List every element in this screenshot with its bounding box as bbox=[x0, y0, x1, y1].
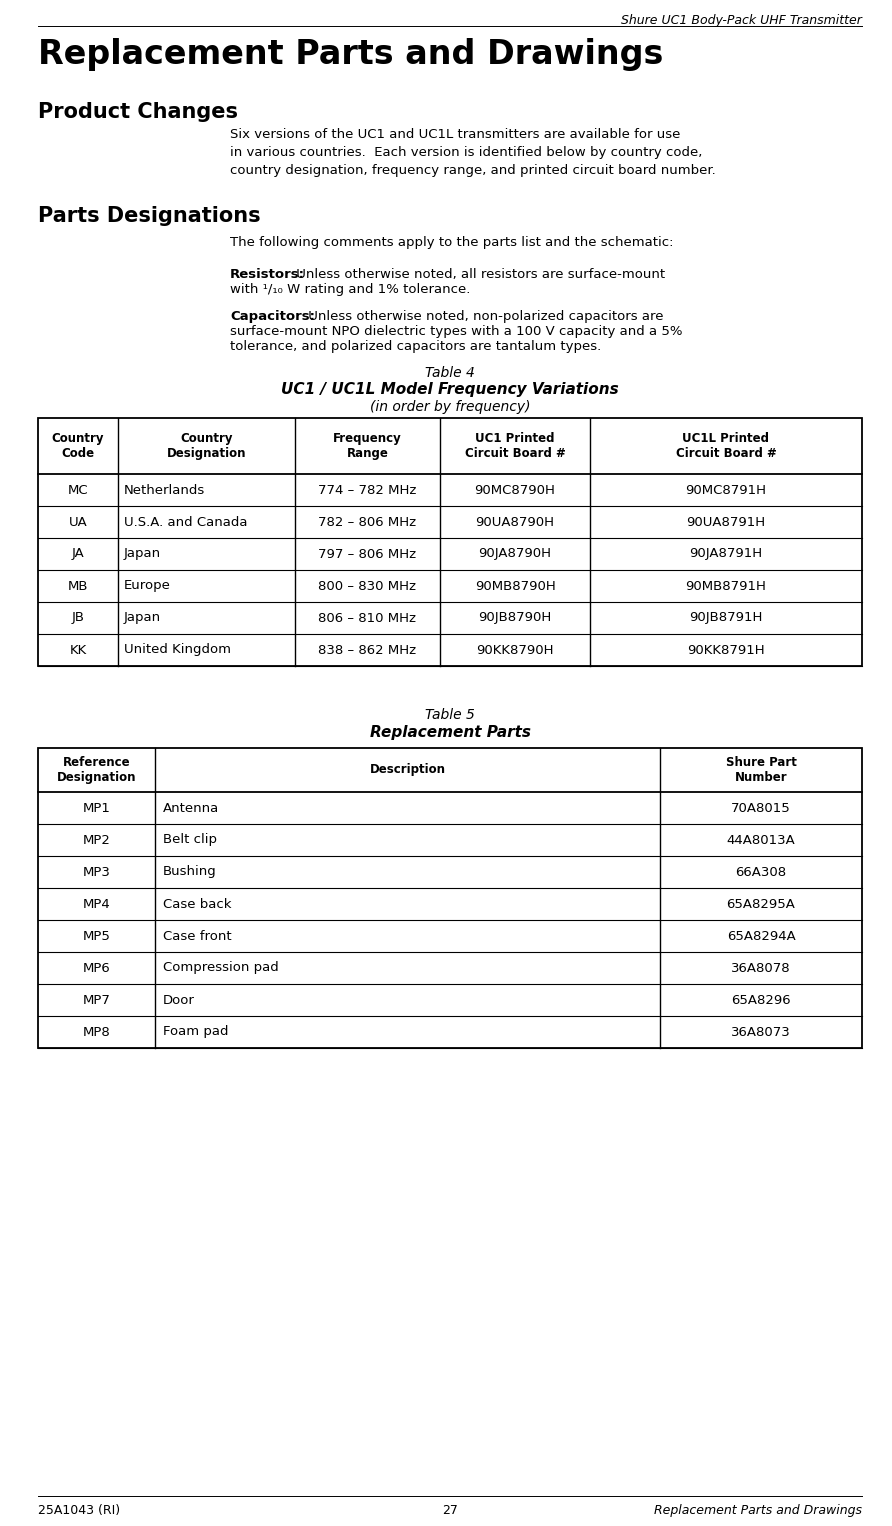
Text: UC1 Printed
Circuit Board #: UC1 Printed Circuit Board # bbox=[465, 432, 566, 459]
Text: Capacitors:: Capacitors: bbox=[230, 310, 315, 324]
Text: Product Changes: Product Changes bbox=[38, 102, 238, 122]
Text: 90MC8791H: 90MC8791H bbox=[685, 484, 766, 496]
Text: United Kingdom: United Kingdom bbox=[124, 644, 231, 656]
Text: Door: Door bbox=[163, 993, 194, 1007]
Text: 36A8073: 36A8073 bbox=[731, 1025, 791, 1039]
Text: Table 4: Table 4 bbox=[425, 366, 475, 380]
Text: MP6: MP6 bbox=[83, 961, 111, 975]
Text: 90JB8790H: 90JB8790H bbox=[478, 612, 551, 624]
Bar bbox=[38, 748, 862, 1048]
Text: Europe: Europe bbox=[124, 580, 171, 592]
Text: Parts Designations: Parts Designations bbox=[38, 206, 260, 226]
Text: Shure Part
Number: Shure Part Number bbox=[725, 755, 797, 784]
Text: 774 – 782 MHz: 774 – 782 MHz bbox=[318, 484, 417, 496]
Bar bbox=[38, 418, 862, 665]
Text: Belt clip: Belt clip bbox=[163, 833, 217, 847]
Text: KK: KK bbox=[70, 644, 87, 656]
Text: 90JB8791H: 90JB8791H bbox=[690, 612, 763, 624]
Text: 25A1043 (RI): 25A1043 (RI) bbox=[38, 1505, 120, 1517]
Text: 90MB8791H: 90MB8791H bbox=[686, 580, 766, 592]
Text: UC1 / UC1L Model Frequency Variations: UC1 / UC1L Model Frequency Variations bbox=[281, 382, 619, 397]
Text: U.S.A. and Canada: U.S.A. and Canada bbox=[124, 516, 247, 528]
Text: Japan: Japan bbox=[124, 612, 161, 624]
Text: 90MB8790H: 90MB8790H bbox=[475, 580, 556, 592]
Text: Netherlands: Netherlands bbox=[124, 484, 205, 496]
Text: 90UA8791H: 90UA8791H bbox=[687, 516, 765, 528]
Text: Reference
Designation: Reference Designation bbox=[57, 755, 136, 784]
Text: 806 – 810 MHz: 806 – 810 MHz bbox=[318, 612, 417, 624]
Text: 70A8015: 70A8015 bbox=[731, 801, 791, 815]
Text: 90JA8790H: 90JA8790H bbox=[478, 548, 551, 560]
Text: (in order by frequency): (in order by frequency) bbox=[370, 400, 530, 414]
Text: MC: MC bbox=[68, 484, 88, 496]
Text: MP7: MP7 bbox=[83, 993, 111, 1007]
Text: with ¹/₁₀ W rating and 1% tolerance.: with ¹/₁₀ W rating and 1% tolerance. bbox=[230, 282, 470, 296]
Text: 90KK8790H: 90KK8790H bbox=[476, 644, 554, 656]
Text: JA: JA bbox=[71, 548, 85, 560]
Text: MP1: MP1 bbox=[83, 801, 111, 815]
Text: Compression pad: Compression pad bbox=[163, 961, 278, 975]
Text: MP3: MP3 bbox=[83, 865, 111, 879]
Text: 44A8013A: 44A8013A bbox=[727, 833, 796, 847]
Text: Country
Code: Country Code bbox=[52, 432, 104, 459]
Text: Country
Designation: Country Designation bbox=[167, 432, 246, 459]
Text: Table 5: Table 5 bbox=[425, 708, 475, 722]
Text: 838 – 862 MHz: 838 – 862 MHz bbox=[318, 644, 417, 656]
Text: UA: UA bbox=[69, 516, 87, 528]
Text: Replacement Parts: Replacement Parts bbox=[369, 725, 531, 740]
Text: Unless otherwise noted, non-polarized capacitors are: Unless otherwise noted, non-polarized ca… bbox=[304, 310, 664, 324]
Text: The following comments apply to the parts list and the schematic:: The following comments apply to the part… bbox=[230, 237, 673, 249]
Text: Case front: Case front bbox=[163, 929, 232, 943]
Text: MB: MB bbox=[68, 580, 88, 592]
Text: 90MC8790H: 90MC8790H bbox=[475, 484, 556, 496]
Text: 65A8295A: 65A8295A bbox=[727, 897, 796, 911]
Text: Antenna: Antenna bbox=[163, 801, 219, 815]
Text: 65A8294A: 65A8294A bbox=[727, 929, 796, 943]
Text: Case back: Case back bbox=[163, 897, 232, 911]
Text: JB: JB bbox=[71, 612, 85, 624]
Text: 90JA8791H: 90JA8791H bbox=[690, 548, 763, 560]
Text: 65A8296: 65A8296 bbox=[731, 993, 791, 1007]
Text: Replacement Parts and Drawings: Replacement Parts and Drawings bbox=[38, 38, 664, 72]
Text: tolerance, and polarized capacitors are tantalum types.: tolerance, and polarized capacitors are … bbox=[230, 340, 601, 353]
Text: Description: Description bbox=[369, 763, 445, 777]
Text: 782 – 806 MHz: 782 – 806 MHz bbox=[318, 516, 417, 528]
Text: Bushing: Bushing bbox=[163, 865, 217, 879]
Text: Replacement Parts and Drawings: Replacement Parts and Drawings bbox=[654, 1505, 862, 1517]
Text: Foam pad: Foam pad bbox=[163, 1025, 228, 1039]
Text: in various countries.  Each version is identified below by country code,: in various countries. Each version is id… bbox=[230, 146, 702, 159]
Text: MP8: MP8 bbox=[83, 1025, 111, 1039]
Text: 90UA8790H: 90UA8790H bbox=[475, 516, 555, 528]
Text: 66A308: 66A308 bbox=[735, 865, 787, 879]
Text: 800 – 830 MHz: 800 – 830 MHz bbox=[318, 580, 417, 592]
Text: Six versions of the UC1 and UC1L transmitters are available for use: Six versions of the UC1 and UC1L transmi… bbox=[230, 128, 681, 140]
Text: 90KK8791H: 90KK8791H bbox=[687, 644, 764, 656]
Text: MP4: MP4 bbox=[83, 897, 111, 911]
Text: MP2: MP2 bbox=[83, 833, 111, 847]
Text: 36A8078: 36A8078 bbox=[731, 961, 791, 975]
Text: Shure UC1 Body-Pack UHF Transmitter: Shure UC1 Body-Pack UHF Transmitter bbox=[621, 14, 862, 27]
Text: Resistors:: Resistors: bbox=[230, 269, 305, 281]
Text: Frequency
Range: Frequency Range bbox=[333, 432, 402, 459]
Text: country designation, frequency range, and printed circuit board number.: country designation, frequency range, an… bbox=[230, 163, 715, 177]
Text: MP5: MP5 bbox=[83, 929, 111, 943]
Text: Unless otherwise noted, all resistors are surface-mount: Unless otherwise noted, all resistors ar… bbox=[292, 269, 665, 281]
Text: surface-mount NPO dielectric types with a 100 V capacity and a 5%: surface-mount NPO dielectric types with … bbox=[230, 325, 682, 337]
Text: Japan: Japan bbox=[124, 548, 161, 560]
Text: 27: 27 bbox=[442, 1505, 458, 1517]
Text: UC1L Printed
Circuit Board #: UC1L Printed Circuit Board # bbox=[675, 432, 776, 459]
Text: 797 – 806 MHz: 797 – 806 MHz bbox=[318, 548, 417, 560]
